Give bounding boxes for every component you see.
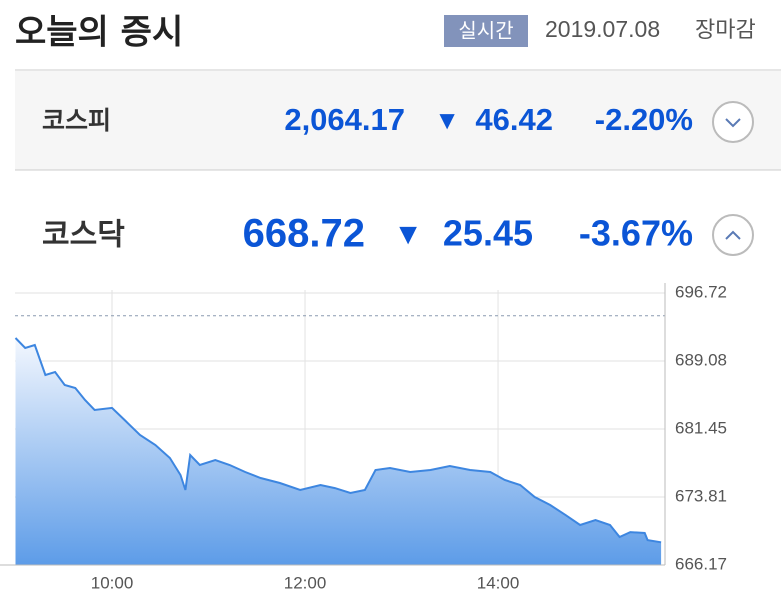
price-line	[14, 337, 662, 544]
index-name: 코스피	[42, 106, 111, 135]
x-tick-label: 10:00	[91, 573, 134, 592]
y-tick-label: 666.17	[675, 554, 727, 573]
x-tick-label: 12:00	[284, 573, 327, 592]
live-badge: 실시간	[458, 19, 513, 43]
date: 2019.07.08	[545, 16, 660, 42]
badge-bg	[444, 15, 528, 47]
expand-button[interactable]	[712, 101, 754, 143]
y-tick-label: 696.72	[675, 282, 727, 301]
y-tick-label: 673.81	[675, 486, 727, 505]
index-change: 25.45	[443, 213, 533, 254]
kospi-row[interactable]	[15, 71, 781, 170]
direction: ▼	[434, 105, 460, 135]
index-name: 코스닥	[42, 218, 125, 253]
chevron-down	[725, 118, 741, 128]
widget-title: 오늘의 증시	[15, 13, 183, 53]
direction: ▼	[393, 218, 423, 251]
y-tick-label: 681.45	[675, 418, 727, 437]
area-fill	[15, 338, 662, 565]
index-percent: -2.20%	[595, 102, 693, 137]
index-change: 46.42	[475, 102, 553, 137]
collapse-button[interactable]	[712, 214, 754, 256]
index-value: 668.72	[243, 212, 365, 256]
index-value: 2,064.17	[284, 102, 405, 137]
index-percent: -3.67%	[579, 213, 693, 254]
market-status: 장마감	[695, 18, 756, 43]
intraday-chart: 666.17 673.81 681.45 689.08 696.72 10:00 12:00…	[0, 282, 727, 592]
chevron-up	[725, 230, 741, 240]
x-tick-label: 14:00	[477, 573, 520, 592]
y-tick-label: 689.08	[675, 351, 727, 370]
